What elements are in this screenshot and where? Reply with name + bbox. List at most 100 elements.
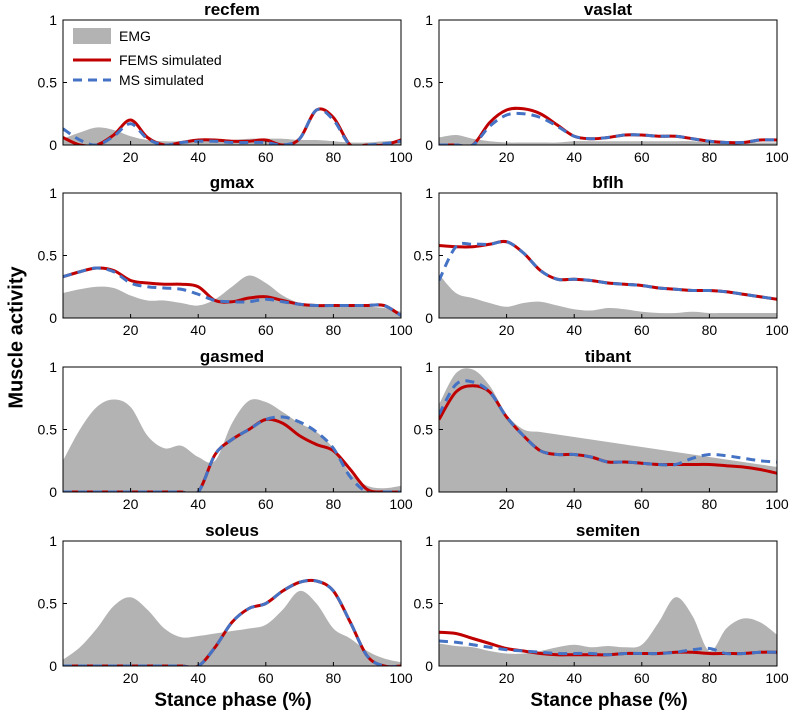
panel-title-recfem: recfem (204, 0, 260, 19)
y-tick-label-bflh: 0 (425, 310, 433, 326)
ms-line-recfem (63, 107, 401, 145)
legend-label-fems: FEMS simulated (119, 52, 222, 68)
x-tick-label-semiten: 60 (634, 670, 650, 686)
x-tick-label-gasmed: 20 (123, 496, 139, 512)
x-tick-label-gmax: 100 (389, 322, 413, 338)
y-tick-label-bflh: 1 (425, 185, 433, 201)
legend-swatch-emg (73, 28, 111, 44)
x-tick-label-recfem: 40 (190, 149, 206, 165)
x-tick-label-soleus: 40 (190, 670, 206, 686)
x-tick-label-vaslat: 40 (566, 149, 582, 165)
panel-title-bflh: bflh (592, 173, 623, 192)
panel-title-semiten: semiten (576, 521, 640, 540)
panel-title-tibant: tibant (585, 347, 632, 366)
panel-bflh: bflh 0 0.5 1 20 40 60 80 100 (414, 173, 789, 338)
x-tick-label-semiten: 80 (702, 670, 718, 686)
x-tick-label-soleus: 20 (123, 670, 139, 686)
plot-area-gasmed (63, 399, 401, 492)
axes-box-vaslat (438, 19, 778, 146)
y-tick-label-semiten: 0 (425, 658, 433, 674)
y-tick-label-soleus: 0 (49, 658, 57, 674)
x-tick-label-tibant: 60 (634, 496, 650, 512)
emg-area-recfem (63, 127, 401, 145)
panel-title-soleus: soleus (205, 521, 259, 540)
y-tick-label-tibant: 0 (425, 484, 433, 500)
y-tick-label-vaslat: 0.5 (414, 75, 434, 91)
x-tick-label-gmax: 20 (123, 322, 139, 338)
y-tick-label-recfem: 1 (49, 12, 57, 28)
y-tick-label-gmax: 1 (49, 185, 57, 201)
x-tick-label-recfem: 60 (258, 149, 274, 165)
legend-label-ms: MS simulated (119, 72, 204, 88)
panel-recfem: recfem 0 0.5 1 20 40 60 80 100 (38, 0, 413, 165)
x-tick-label-bflh: 20 (499, 322, 515, 338)
panel-title-gmax: gmax (210, 173, 255, 192)
emg-area-bflh (439, 274, 777, 318)
x-tick-label-tibant: 80 (702, 496, 718, 512)
x-tick-label-gmax: 40 (190, 322, 206, 338)
panel-gasmed: gasmed 0 0.5 1 20 40 60 80 100 (38, 347, 413, 512)
x-tick-label-vaslat: 20 (499, 149, 515, 165)
x-tick-label-soleus: 80 (326, 670, 342, 686)
plot-area-soleus (63, 578, 401, 666)
y-tick-label-soleus: 1 (49, 533, 57, 549)
emg-area-semiten (439, 597, 777, 666)
panel-soleus: soleus 0 0.5 1 20 40 60 80 100 (38, 521, 413, 686)
plot-area-vaslat (439, 106, 777, 145)
x-tick-label-bflh: 100 (765, 322, 789, 338)
x-tick-label-vaslat: 60 (634, 149, 650, 165)
x-axis-label-right: Stance phase (%) (530, 690, 688, 711)
fems-line-vaslat (439, 106, 777, 145)
ms-line-soleus (63, 578, 401, 666)
x-tick-label-tibant: 40 (566, 496, 582, 512)
x-tick-label-bflh: 40 (566, 322, 582, 338)
axes-box-bflh (438, 192, 778, 319)
panel-gmax: gmax 0 0.5 1 20 40 60 80 100 (38, 173, 413, 338)
x-tick-label-gasmed: 40 (190, 496, 206, 512)
x-tick-label-tibant: 20 (499, 496, 515, 512)
y-tick-label-soleus: 0.5 (38, 596, 58, 612)
x-tick-label-gmax: 80 (326, 322, 342, 338)
y-tick-label-recfem: 0.5 (38, 75, 58, 91)
panel-tibant: tibant 0 0.5 1 20 40 60 80 100 (414, 347, 789, 512)
x-tick-label-recfem: 80 (326, 149, 342, 165)
y-tick-label-gmax: 0.5 (38, 248, 58, 264)
emg-area-gasmed (63, 399, 401, 492)
y-tick-label-semiten: 0.5 (414, 596, 434, 612)
y-tick-label-bflh: 0.5 (414, 248, 434, 264)
plot-area-tibant (439, 368, 777, 492)
legend-label-emg: EMG (119, 28, 151, 44)
x-tick-label-bflh: 60 (634, 322, 650, 338)
plot-area-gmax (63, 266, 401, 318)
x-tick-label-semiten: 20 (499, 670, 515, 686)
x-axis-label-left: Stance phase (%) (154, 690, 312, 711)
x-tick-label-semiten: 100 (765, 670, 789, 686)
x-tick-label-tibant: 100 (765, 496, 789, 512)
x-tick-label-recfem: 100 (389, 149, 413, 165)
y-tick-label-gasmed: 0.5 (38, 422, 58, 438)
panel-semiten: semiten 0 0.5 1 20 40 60 80 100 (414, 521, 789, 686)
plot-area-bflh (439, 239, 777, 318)
ms-line-semiten (439, 639, 777, 657)
emg-area-gmax (63, 275, 401, 318)
y-tick-label-vaslat: 0 (425, 137, 433, 153)
panel-title-gasmed: gasmed (200, 347, 264, 366)
y-tick-label-recfem: 0 (49, 137, 57, 153)
emg-area-tibant (439, 368, 777, 492)
x-tick-label-semiten: 40 (566, 670, 582, 686)
emg-area-vaslat (439, 134, 777, 145)
x-tick-label-vaslat: 100 (765, 149, 789, 165)
x-tick-label-soleus: 100 (389, 670, 413, 686)
ms-line-bflh (439, 239, 777, 301)
y-tick-label-vaslat: 1 (425, 12, 433, 28)
plot-area-recfem (63, 107, 401, 145)
ms-line-gasmed (63, 415, 401, 492)
ms-line-tibant (439, 379, 777, 467)
x-tick-label-vaslat: 80 (702, 149, 718, 165)
x-tick-label-bflh: 80 (702, 322, 718, 338)
emg-area-soleus (63, 590, 401, 666)
ms-line-vaslat (439, 111, 777, 145)
x-tick-label-recfem: 20 (123, 149, 139, 165)
x-tick-label-soleus: 60 (258, 670, 274, 686)
